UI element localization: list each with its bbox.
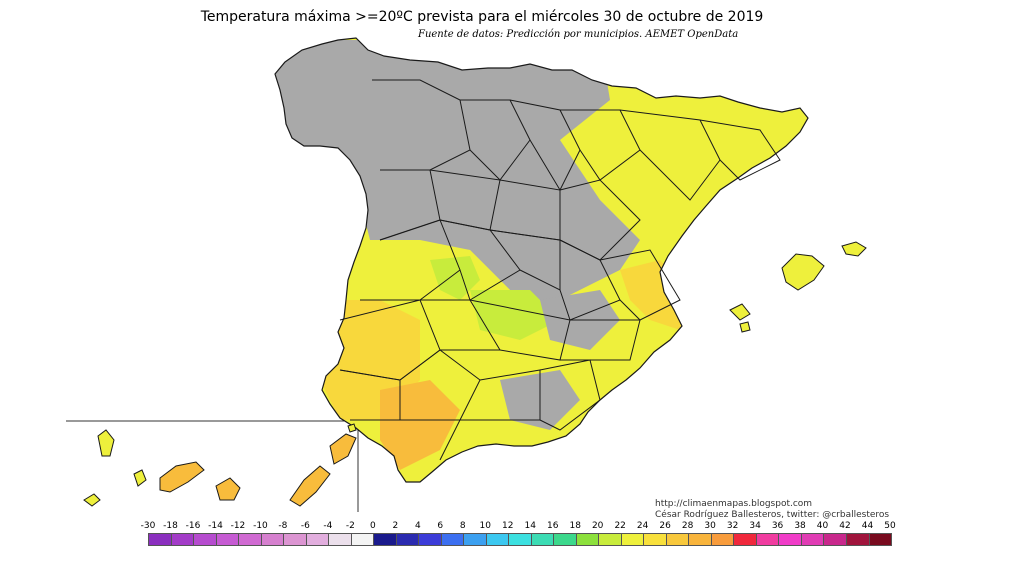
scale-swatch: [531, 534, 555, 545]
balearic-islands: [729, 241, 867, 333]
scale-label: 30: [704, 521, 716, 531]
peninsula: [274, 37, 809, 483]
scale-swatch: [666, 534, 690, 545]
scale-label: 20: [591, 521, 604, 531]
scale-swatch: [284, 534, 307, 545]
scale-label: -16: [185, 521, 201, 531]
scale-swatch: [711, 534, 735, 545]
data-source-note: Fuente de datos: Predicción por municipi…: [418, 29, 739, 40]
scale-swatch: [756, 534, 780, 545]
credits: http://climaenmapas.blogspot.com César R…: [655, 499, 889, 521]
scale-swatch: [419, 534, 442, 545]
scale-swatch: [149, 534, 172, 545]
scale-swatch: [239, 534, 262, 545]
scale-label: 0: [369, 521, 376, 531]
scale-label: 24: [636, 521, 649, 531]
scale-label: 50: [884, 521, 896, 531]
scale-swatch: [216, 534, 240, 545]
scale-swatch: [734, 534, 757, 545]
scale-label: 8: [459, 521, 466, 531]
scale-label: 14: [524, 521, 536, 531]
scale-swatch: [554, 534, 577, 545]
scale-label: 36: [771, 521, 784, 531]
scale-swatch: [509, 534, 532, 545]
scale-swatch: [644, 534, 667, 545]
scale-label: 44: [861, 521, 874, 531]
scale-label: -14: [208, 521, 223, 531]
scale-label: -8: [278, 521, 288, 531]
scale-swatch: [441, 534, 465, 545]
map-title: Temperatura máxima >=20ºC prevista para …: [200, 9, 764, 25]
scale-swatch: [779, 534, 802, 545]
scale-label: 26: [659, 521, 671, 531]
scale-label: -6: [300, 521, 310, 531]
canary-islands: [83, 423, 357, 507]
scale-label: 38: [794, 521, 806, 531]
scale-swatch: [194, 534, 217, 545]
scale-label: 42: [839, 521, 851, 531]
scale-label: -12: [230, 521, 246, 531]
scale-label: -4: [323, 521, 333, 531]
scale-swatch: [576, 534, 600, 545]
scale-label: 32: [726, 521, 739, 531]
scale-label: 22: [614, 521, 626, 531]
scale-swatch: [306, 534, 330, 545]
scale-label: 4: [414, 521, 421, 531]
scale-label: 18: [569, 521, 581, 531]
scale-swatch: [464, 534, 487, 545]
scale-swatch: [329, 534, 352, 545]
scale-label: 6: [437, 521, 444, 531]
scale-label: -10: [253, 521, 268, 531]
scale-swatch: [261, 534, 285, 545]
scale-label: -30: [140, 521, 156, 531]
credits-url: http://climaenmapas.blogspot.com: [655, 499, 813, 509]
scale-swatch: [374, 534, 397, 545]
scale-swatch: [351, 534, 375, 545]
scale-swatch: [824, 534, 847, 545]
scale-swatch: [396, 534, 420, 545]
scale-swatch: [869, 534, 892, 545]
scale-swatch: [171, 534, 195, 545]
scale-swatch: [599, 534, 622, 545]
scale-swatch: [689, 534, 712, 545]
scale-label: 12: [502, 521, 514, 531]
credits-author: César Rodríguez Ballesteros, twitter: @c…: [655, 510, 890, 520]
scale-swatch: [621, 534, 645, 545]
scale-swatch: [846, 534, 870, 545]
scale-label: -18: [163, 521, 178, 531]
scale-label: 28: [681, 521, 694, 531]
scale-label: 40: [816, 521, 829, 531]
scale-label: 34: [749, 521, 761, 531]
scale-label: -2: [345, 521, 355, 531]
scale-label: 2: [392, 521, 399, 531]
scale-label: 16: [546, 521, 559, 531]
color-scale-labels: -30 -18 -16 -14 -12 -10 -8 -6 -4 -2 0 2 4 6 8 10 12 14 16 1…: [141, 521, 896, 533]
scale-swatch: [801, 534, 825, 545]
scale-swatch: [486, 534, 510, 545]
scale-label: 10: [479, 521, 491, 531]
color-scale-bar: [148, 533, 892, 546]
